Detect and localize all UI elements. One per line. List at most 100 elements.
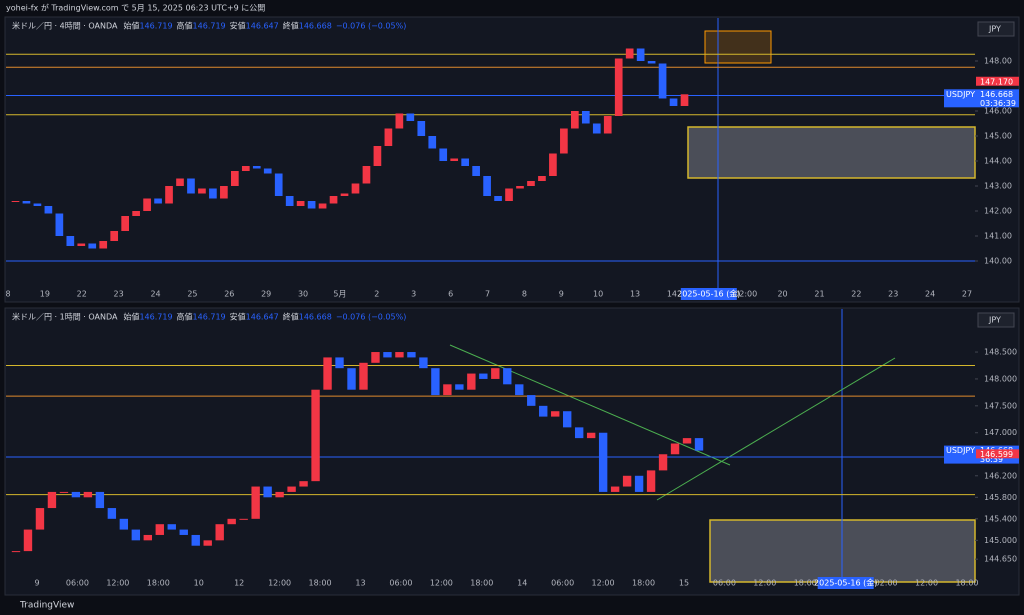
x-tick-label: 27 bbox=[962, 290, 972, 299]
candle bbox=[191, 534, 200, 546]
candle bbox=[515, 384, 524, 396]
legend-value: 146.719 bbox=[139, 22, 172, 31]
candle bbox=[610, 486, 620, 492]
candle bbox=[647, 61, 656, 64]
x-tick-label: 21 bbox=[814, 290, 824, 299]
x-tick-label: 06:00 bbox=[66, 579, 89, 588]
x-tick-label: 18:00 bbox=[309, 579, 332, 588]
candle bbox=[35, 508, 45, 530]
panel-1h bbox=[4, 307, 1020, 596]
candle bbox=[494, 196, 502, 201]
symbol-label: 米ドル／円 · 4時間 · OANDA bbox=[12, 21, 118, 31]
x-tick-label: 25 bbox=[187, 290, 197, 299]
y-tick-label: 148.000 bbox=[984, 374, 1017, 383]
candle bbox=[132, 211, 140, 216]
x-tick-label: 8 bbox=[5, 290, 10, 299]
badge-symbol: USDJPY bbox=[946, 90, 975, 99]
candle bbox=[83, 491, 93, 498]
legend-value: 146.668 bbox=[299, 22, 332, 31]
x-tick-label: 9 bbox=[559, 290, 564, 299]
x-tick-label: 12 bbox=[234, 579, 244, 588]
candle bbox=[251, 486, 260, 519]
y-tick-label: 141.00 bbox=[984, 232, 1012, 241]
candle bbox=[307, 201, 316, 209]
candle bbox=[323, 357, 332, 390]
candle bbox=[143, 198, 151, 211]
y-tick-label: 147.500 bbox=[984, 401, 1017, 410]
candle bbox=[538, 176, 546, 181]
x-tick-label: 18:00 bbox=[794, 579, 817, 588]
x-tick-label: 9 bbox=[34, 579, 39, 588]
candle bbox=[335, 357, 344, 369]
candle bbox=[95, 491, 105, 509]
candle bbox=[220, 186, 228, 199]
date-highlight bbox=[680, 288, 737, 300]
x-tick-label: 13 bbox=[630, 290, 640, 299]
candle bbox=[23, 529, 33, 552]
candle bbox=[658, 454, 668, 471]
candle bbox=[395, 352, 404, 358]
x-tick-label: 18:00 bbox=[632, 579, 655, 588]
currency-label: JPY bbox=[988, 25, 1001, 34]
candle bbox=[455, 384, 464, 390]
candle bbox=[296, 201, 305, 206]
legend-value: 146.647 bbox=[246, 22, 279, 31]
candle bbox=[417, 121, 426, 136]
candle bbox=[669, 98, 678, 106]
legend-label: 高値 bbox=[177, 312, 193, 322]
x-tick-label: 10 bbox=[593, 290, 603, 299]
badge-price: 146.599 bbox=[980, 450, 1013, 459]
candle bbox=[622, 475, 632, 487]
candle bbox=[527, 181, 535, 186]
candle bbox=[107, 508, 117, 519]
trend-line bbox=[656, 357, 896, 501]
candle bbox=[419, 357, 428, 369]
candle bbox=[625, 48, 634, 59]
legend-change: −0.076 (−0.05%) bbox=[336, 22, 407, 31]
x-tick-label: 13 bbox=[355, 579, 365, 588]
candle bbox=[11, 551, 21, 553]
candle bbox=[227, 518, 236, 525]
panel-4h bbox=[4, 16, 1020, 303]
x-tick-label: 06:00 bbox=[389, 579, 412, 588]
candle bbox=[598, 432, 608, 492]
candle bbox=[110, 231, 119, 241]
candle bbox=[503, 368, 512, 385]
x-tick-label: 14 bbox=[517, 579, 527, 588]
candle bbox=[241, 166, 250, 171]
candle bbox=[551, 411, 560, 417]
candle bbox=[187, 178, 195, 194]
x-tick-label: 23 bbox=[114, 290, 124, 299]
y-tick-label: 144.650 bbox=[984, 555, 1017, 564]
x-tick-label: 26 bbox=[224, 290, 234, 299]
candle bbox=[571, 111, 579, 129]
candle bbox=[285, 196, 294, 206]
candle bbox=[527, 395, 536, 406]
x-tick-label: 23 bbox=[888, 290, 898, 299]
x-tick-label: 12:00 bbox=[915, 579, 938, 588]
candle bbox=[407, 352, 416, 358]
x-tick-label: 24 bbox=[150, 290, 160, 299]
candle bbox=[646, 470, 656, 492]
candle bbox=[119, 518, 129, 530]
candle bbox=[154, 198, 162, 204]
candle bbox=[71, 491, 81, 498]
candle bbox=[215, 524, 224, 541]
price-badge bbox=[976, 76, 1019, 86]
candle bbox=[539, 405, 548, 417]
x-tick-label: 20 bbox=[777, 290, 787, 299]
candle bbox=[516, 186, 524, 189]
y-tick-label: 146.00 bbox=[984, 107, 1012, 116]
candle bbox=[359, 362, 368, 390]
legend-label: 終値 bbox=[283, 312, 299, 322]
candle bbox=[340, 193, 349, 196]
x-tick-label: 8 bbox=[522, 290, 527, 299]
x-tick-label: 2 bbox=[374, 290, 379, 299]
candle bbox=[299, 481, 308, 487]
candle bbox=[131, 529, 141, 541]
badge-timer: 36:39 bbox=[980, 455, 1003, 464]
candle bbox=[634, 475, 644, 492]
candle bbox=[274, 173, 283, 196]
candle bbox=[383, 352, 392, 358]
candle bbox=[318, 203, 327, 209]
